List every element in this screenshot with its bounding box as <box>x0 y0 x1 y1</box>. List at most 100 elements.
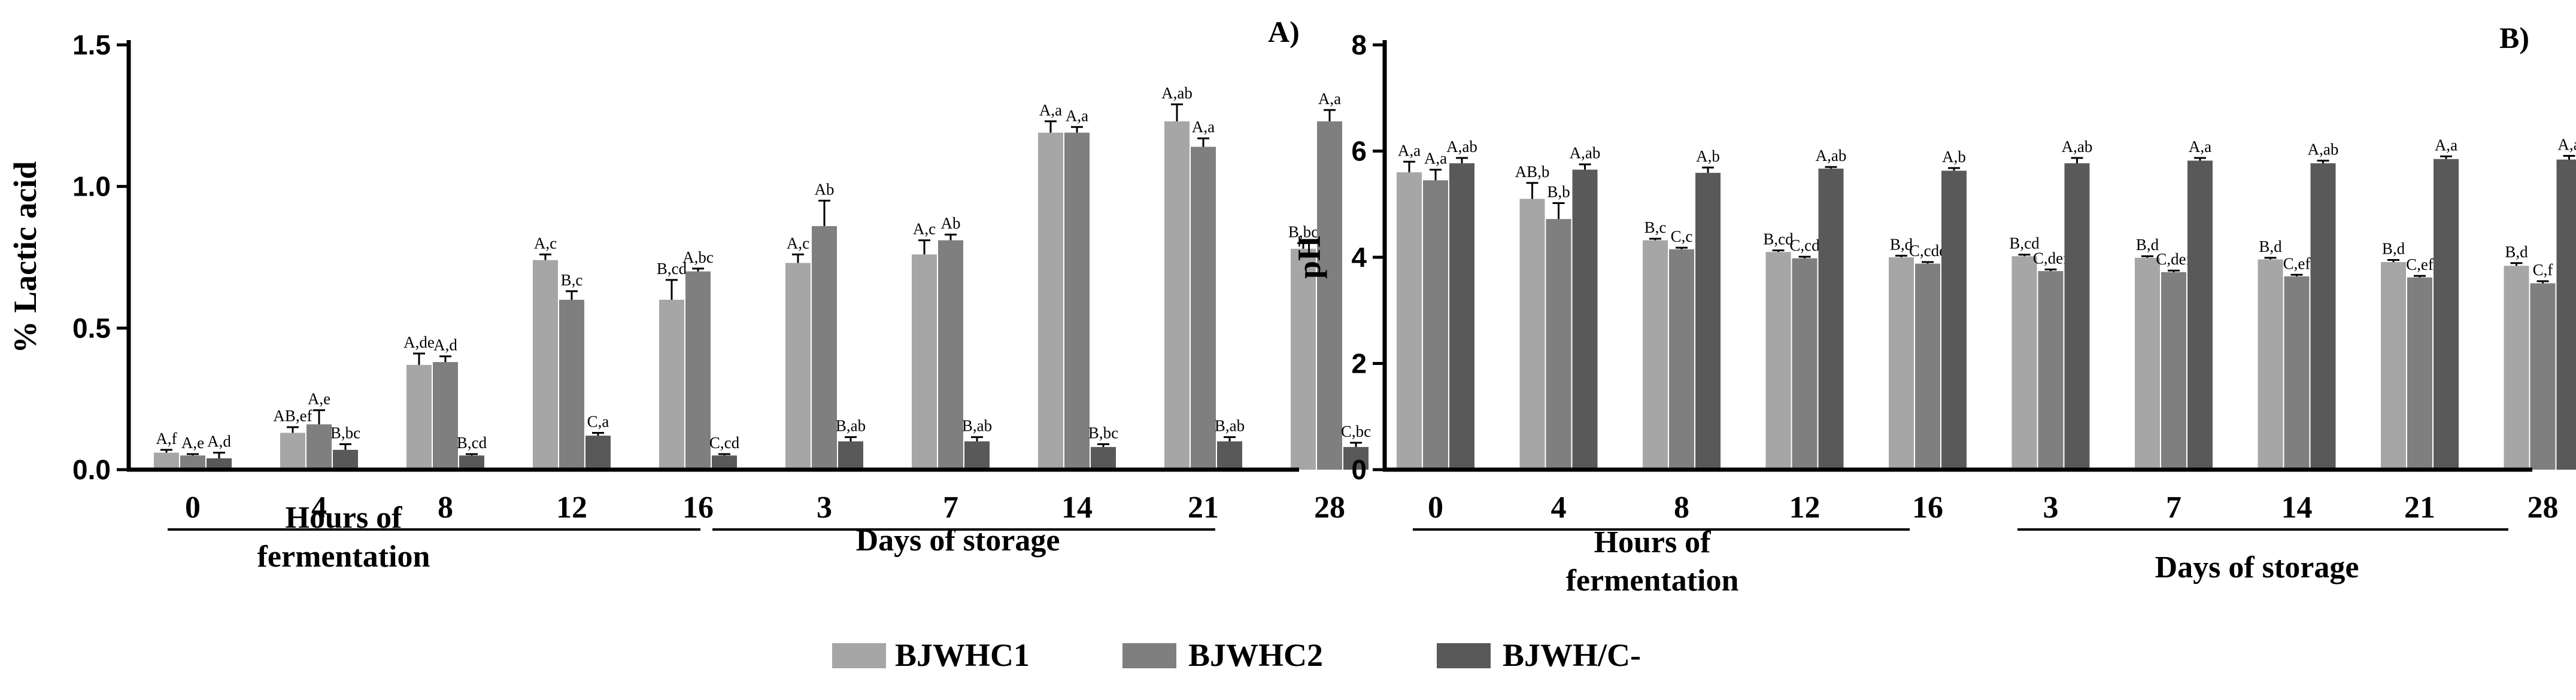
significance-label: A,de <box>403 333 435 351</box>
significance-label: C,f <box>2533 261 2553 279</box>
y-tick-label: 2 <box>1351 348 1367 379</box>
bar-bjwhc-4 <box>333 449 358 470</box>
y-tick-label: 8 <box>1351 29 1367 60</box>
significance-label: A,ab <box>2062 138 2093 156</box>
bar-bjwhc2-8 <box>1669 249 1694 470</box>
bar-bjwhc-8 <box>1695 172 1721 470</box>
significance-label: A,a <box>1039 101 1062 119</box>
significance-label: C,def <box>2156 250 2191 268</box>
significance-label: B,b <box>1547 182 1570 200</box>
x-tick-label: 0 <box>1428 491 1443 525</box>
x-tick-label: 28 <box>1314 491 1345 525</box>
x-tick-label: 3 <box>817 491 832 525</box>
significance-label: C,bc <box>1341 422 1371 440</box>
bar-bjwhc1-28 <box>1291 248 1316 470</box>
significance-label: A,b <box>1696 147 1720 165</box>
x-tick-label: 8 <box>1674 491 1689 525</box>
bar-bjwhc-28 <box>1343 447 1369 470</box>
bar-bjwhc-3 <box>838 441 863 470</box>
significance-label: AB,b <box>1515 163 1550 181</box>
bar-bjwhc2-14 <box>1064 132 1090 470</box>
bar-bjwhc2-21 <box>2407 277 2432 470</box>
bar-bjwhc1-4 <box>280 433 305 470</box>
bar-bjwhc1-8 <box>1643 240 1668 470</box>
significance-label: B,ab <box>1215 417 1245 435</box>
bar-bjwhc2-4 <box>1546 219 1571 470</box>
bar-bjwhc2-16 <box>1915 263 1940 470</box>
x-tick-label: 14 <box>1061 491 1093 525</box>
significance-label: B,bc <box>1088 424 1118 442</box>
significance-label: AB,ef <box>273 407 312 425</box>
bar-bjwhc-21 <box>2434 159 2459 470</box>
x-tick-label: 0 <box>185 491 201 525</box>
x-tick-label: 12 <box>556 491 587 525</box>
significance-label: A,a <box>1398 141 1421 159</box>
x-tick-label: 8 <box>438 491 453 525</box>
bar-bjwhc1-7 <box>2135 257 2160 470</box>
y-tick-label: 4 <box>1351 242 1367 273</box>
bar-bjwhc2-12 <box>1792 258 1818 470</box>
significance-label: A,ab <box>1161 84 1193 102</box>
y-tick-label: 0.0 <box>72 454 111 485</box>
significance-label: Ab <box>815 180 835 198</box>
y-axis-label: % Lactic acid <box>7 162 43 354</box>
bar-bjwhc2-0 <box>1423 180 1448 470</box>
bar-bjwhc1-14 <box>2258 259 2283 470</box>
group-label: Days of storage <box>856 524 1060 558</box>
group-label: Hours of <box>1594 525 1712 559</box>
bar-bjwhc-0 <box>1449 163 1474 470</box>
x-tick-label: 28 <box>2528 491 2559 525</box>
bar-bjwhc-7 <box>964 441 990 470</box>
y-axis-label: pH <box>1291 236 1327 279</box>
bar-bjwhc-12 <box>585 436 611 470</box>
group-label: fermentation <box>1566 564 1739 598</box>
bar-bjwhc-0 <box>207 458 232 470</box>
bar-bjwhc-14 <box>1091 447 1116 470</box>
significance-label: A,ab <box>1446 138 1477 156</box>
bar-bjwhc-8 <box>459 455 484 470</box>
y-tick-label: 0 <box>1351 454 1367 485</box>
significance-label: A,ab <box>2308 140 2339 158</box>
bar-bjwhc2-12 <box>559 300 584 470</box>
significance-label: A,a <box>1192 118 1215 136</box>
significance-label: A,e <box>181 434 204 452</box>
bar-bjwhc-21 <box>1217 441 1242 470</box>
significance-label: C,ef <box>2406 255 2434 273</box>
significance-label: B,d <box>2259 238 2282 255</box>
significance-label: B,cd <box>657 260 687 278</box>
bar-bjwhc1-3 <box>2011 256 2037 470</box>
panel-label: A) <box>1268 15 1300 48</box>
significance-label: C,ef <box>2283 254 2311 272</box>
significance-label: A,d <box>433 336 457 354</box>
bar-bjwhc2-3 <box>2038 271 2064 470</box>
bar-bjwhc-7 <box>2187 160 2213 470</box>
bar-bjwhc1-14 <box>1038 132 1063 470</box>
x-tick-label: 4 <box>1551 491 1567 525</box>
bar-bjwhc1-21 <box>1164 121 1190 470</box>
bar-bjwhc-14 <box>2310 163 2336 470</box>
significance-label: A,a <box>1066 106 1088 124</box>
significance-label: A,f <box>156 430 177 448</box>
bar-bjwhc1-3 <box>785 263 811 470</box>
bar-bjwhc1-16 <box>1889 257 1914 470</box>
significance-label: B,d <box>2382 239 2405 257</box>
legend-swatch-bjwhc1 <box>832 643 886 668</box>
legend-label: BJWHC2 <box>1188 637 1323 673</box>
legend-swatch-bjwhc2 <box>1122 643 1176 668</box>
significance-label: C,c <box>1671 227 1693 245</box>
group-label: Hours of <box>286 501 403 535</box>
bar-bjwhc-28 <box>2556 159 2576 470</box>
significance-label: C,def <box>2033 249 2068 267</box>
bar-bjwhc2-16 <box>685 271 711 470</box>
significance-label: B,cd <box>1763 230 1794 248</box>
bar-bjwhc-4 <box>1572 169 1598 470</box>
significance-label: A,a <box>2557 135 2576 153</box>
legend-label: BJWHC1 <box>895 637 1030 673</box>
x-tick-label: 4 <box>311 491 327 525</box>
significance-label: A,a <box>2189 138 2211 156</box>
y-tick-label: 1.0 <box>72 171 111 202</box>
significance-label: B,bc <box>1288 223 1318 241</box>
significance-label: C,cd <box>709 434 740 452</box>
bar-bjwhc2-7 <box>938 240 963 470</box>
